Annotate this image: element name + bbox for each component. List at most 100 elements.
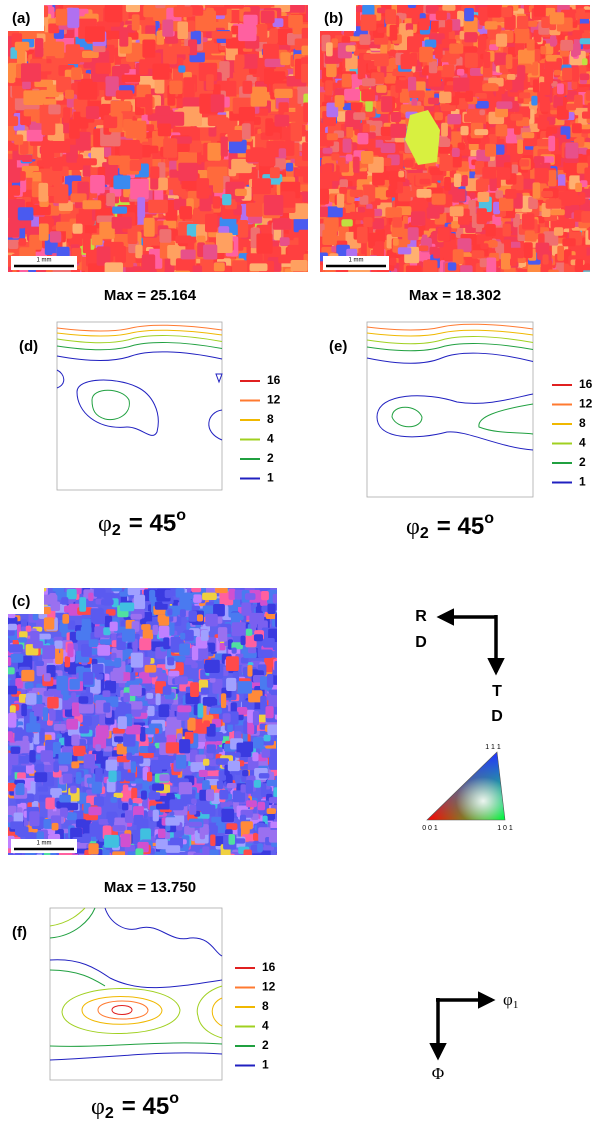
- grain: [341, 219, 352, 226]
- grain: [462, 175, 468, 186]
- grain: [403, 160, 413, 168]
- scale-bar-label: 1 mm: [37, 258, 52, 264]
- grain: [229, 589, 236, 600]
- ipf-triangle: [427, 752, 505, 820]
- grain: [52, 823, 59, 831]
- grain: [197, 178, 210, 199]
- grain: [45, 271, 60, 292]
- grain: [122, 803, 128, 811]
- grain: [175, 236, 191, 244]
- grain: [353, 157, 360, 173]
- grain: [133, 798, 143, 804]
- grain: [302, 28, 313, 40]
- grain: [346, 154, 353, 161]
- grain: [434, 112, 443, 120]
- grain: [38, 634, 51, 640]
- grain: [408, 227, 419, 240]
- grain: [159, 774, 169, 781]
- grain: [174, 6, 193, 17]
- grain: [560, 219, 575, 229]
- grain: [588, 227, 595, 240]
- grain: [241, 784, 247, 792]
- grain: [3, 748, 8, 753]
- grain: [293, 17, 303, 34]
- rd-label: R: [415, 608, 427, 625]
- grain: [533, 79, 539, 92]
- grain: [461, 126, 469, 135]
- grain: [485, 144, 496, 157]
- grain: [535, 168, 549, 182]
- grain: [340, 179, 349, 188]
- grain: [111, 100, 122, 116]
- grain: [317, 265, 323, 276]
- grain: [105, 4, 123, 23]
- grain: [433, 248, 440, 259]
- td-label: D: [491, 708, 503, 725]
- grain: [19, 756, 30, 764]
- grain: [202, 593, 217, 600]
- grain: [106, 193, 115, 206]
- grain: [361, 89, 375, 101]
- grain: [327, 133, 338, 140]
- grain: [136, 97, 151, 107]
- grain: [6, 657, 11, 666]
- grain: [582, 33, 595, 39]
- grain: [588, 103, 595, 116]
- grain: [337, 194, 344, 208]
- grain: [550, 35, 556, 46]
- grain: [517, 250, 524, 258]
- grain: [71, 270, 81, 290]
- grain: [269, 756, 280, 770]
- grain: [65, 90, 74, 99]
- grain: [6, 170, 20, 183]
- grain: [42, 123, 56, 136]
- grain: [476, 101, 489, 109]
- grain: [122, 629, 135, 642]
- grain: [377, 27, 384, 33]
- grain: [477, 270, 483, 282]
- grain: [239, 107, 255, 121]
- grain: [554, 70, 561, 76]
- grain: [143, 630, 153, 640]
- grain: [472, 250, 485, 259]
- grain: [374, 54, 389, 67]
- grain: [411, 211, 425, 226]
- grain: [263, 638, 275, 648]
- grain: [128, 851, 136, 863]
- grain: [6, 125, 15, 141]
- grain: [390, 258, 397, 266]
- grain: [22, 81, 31, 89]
- euler-axes: φ1 Φ: [432, 990, 519, 1083]
- grain: [15, 42, 29, 51]
- grain: [71, 735, 79, 746]
- grain: [576, 137, 584, 144]
- grain: [71, 67, 82, 80]
- grain: [56, 9, 68, 26]
- grain: [327, 206, 343, 217]
- grain: [489, 177, 496, 191]
- grain: [301, 64, 320, 83]
- grain: [361, 272, 369, 287]
- grain: [218, 226, 229, 234]
- grain: [480, 258, 487, 267]
- grain: [148, 200, 168, 213]
- grain: [390, 25, 398, 41]
- grain: [522, 213, 535, 229]
- grain: [277, 816, 287, 824]
- grain: [307, 240, 315, 254]
- grain: [470, 192, 476, 199]
- grain: [318, 189, 329, 205]
- grain: [19, 238, 27, 245]
- grain: [362, 78, 376, 86]
- grain: [464, 8, 474, 21]
- grain: [39, 224, 49, 241]
- grain: [35, 855, 44, 864]
- symbol: φ: [503, 990, 513, 1009]
- grain: [96, 753, 101, 761]
- grain: [35, 38, 44, 57]
- grain: [461, 46, 477, 52]
- grain: [291, 260, 308, 271]
- grain: [482, 84, 498, 91]
- grain: [80, 271, 96, 284]
- grain: [74, 99, 86, 110]
